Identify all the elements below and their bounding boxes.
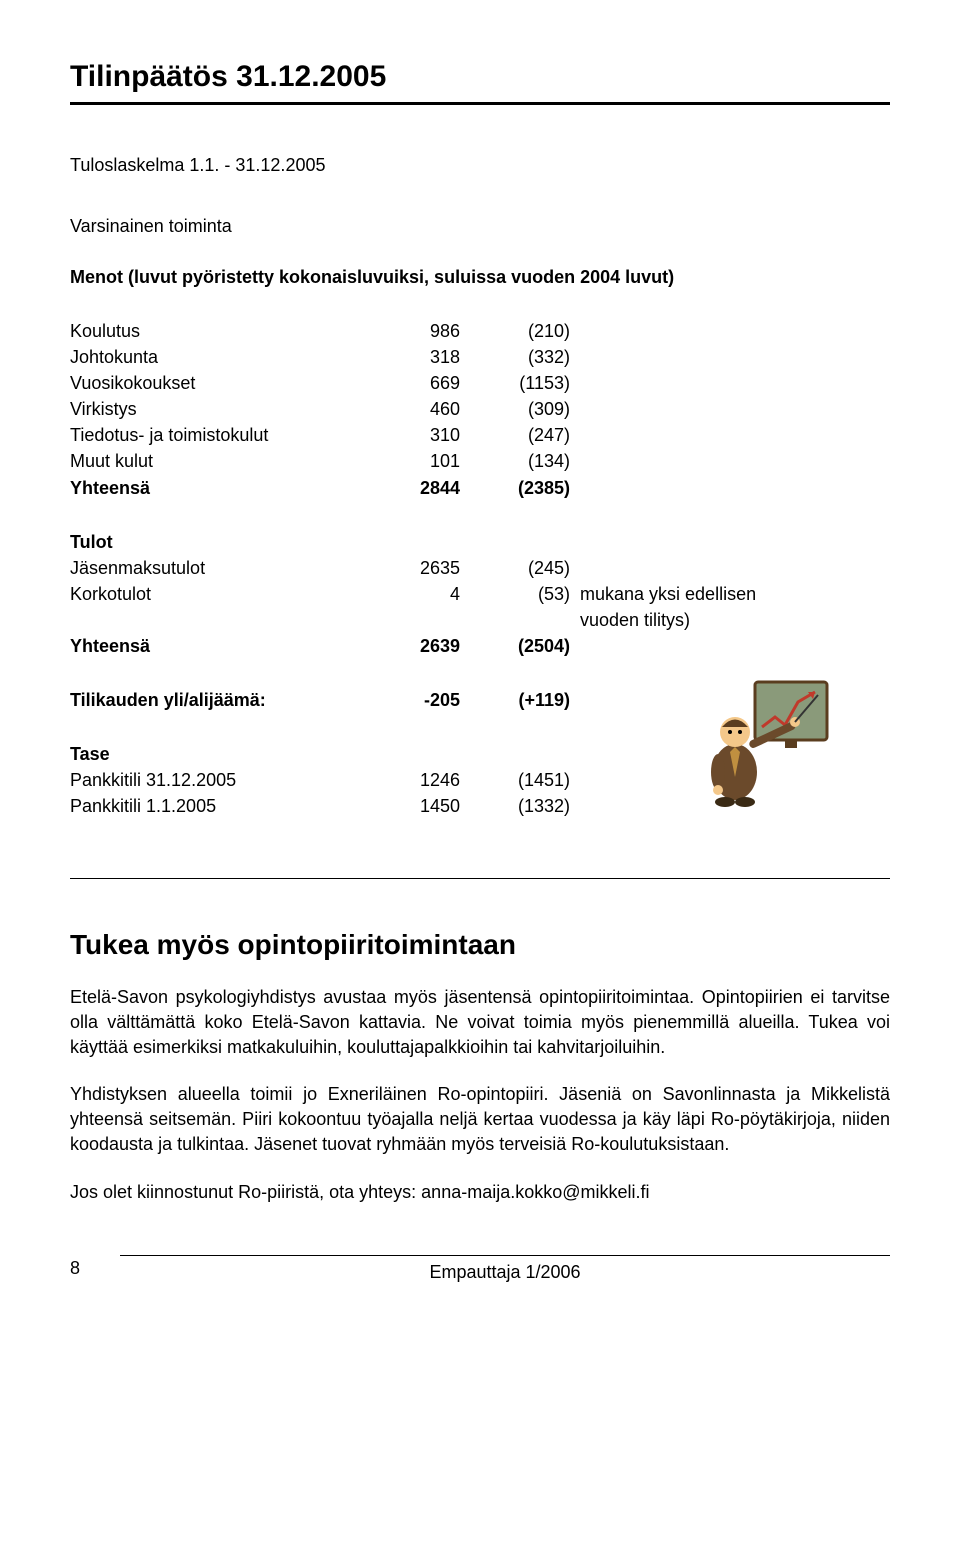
cell-prev: (1153) bbox=[460, 370, 570, 396]
paragraph: Jos olet kiinnostunut Ro-piiristä, ota y… bbox=[70, 1180, 890, 1205]
cell-prev: (245) bbox=[460, 555, 570, 581]
table-total-row: Yhteensä 2639 (2504) bbox=[70, 633, 890, 659]
cell-label: Koulutus bbox=[70, 318, 370, 344]
cell-prev: (2504) bbox=[460, 633, 570, 659]
cell-prev: (53) bbox=[460, 581, 570, 607]
cell-value: 1246 bbox=[370, 767, 460, 793]
tulot-table: Tulot Jäsenmaksutulot 2635 (245) Korkotu… bbox=[70, 529, 890, 659]
cell-value: 2639 bbox=[370, 633, 460, 659]
cell-value: 101 bbox=[370, 448, 460, 474]
cell-value: 460 bbox=[370, 396, 460, 422]
cell-label: Muut kulut bbox=[70, 448, 370, 474]
table-total-row: Yhteensä 2844 (2385) bbox=[70, 475, 890, 501]
cell-label: Virkistys bbox=[70, 396, 370, 422]
table-row: Muut kulut 101 (134) bbox=[70, 448, 890, 474]
page-title: Tilinpäätös 31.12.2005 bbox=[70, 60, 890, 94]
cell-prev: (1451) bbox=[460, 767, 570, 793]
paragraph: Yhdistyksen alueella toimii jo Exneriläi… bbox=[70, 1082, 890, 1158]
section2-title: Tukea myös opintopiiritoimintaan bbox=[70, 929, 890, 961]
cell-extra: vuoden tilitys) bbox=[570, 607, 890, 633]
cell-prev: (247) bbox=[460, 422, 570, 448]
cell-prev: (210) bbox=[460, 318, 570, 344]
cell-prev: (332) bbox=[460, 344, 570, 370]
footer-rule bbox=[120, 1255, 890, 1256]
table-row: Koulutus 986 (210) bbox=[70, 318, 890, 344]
cell-label: Tilikauden yli/alijäämä: bbox=[70, 687, 370, 713]
table-row: Jäsenmaksutulot 2635 (245) bbox=[70, 555, 890, 581]
table-row: Korkotulot 4 (53) mukana yksi edellisen bbox=[70, 581, 890, 607]
cell-value: 2635 bbox=[370, 555, 460, 581]
subtitle: Tuloslaskelma 1.1. - 31.12.2005 bbox=[70, 155, 890, 176]
cell-label: Pankkitili 1.1.2005 bbox=[70, 793, 370, 819]
cell-label: Tulot bbox=[70, 529, 370, 555]
cell-value: 310 bbox=[370, 422, 460, 448]
cell-label: Tiedotus- ja toimistokulut bbox=[70, 422, 370, 448]
cell-label: Johtokunta bbox=[70, 344, 370, 370]
table-row: Vuosikokoukset 669 (1153) bbox=[70, 370, 890, 396]
cell-value: 669 bbox=[370, 370, 460, 396]
section-varsinainen: Varsinainen toiminta bbox=[70, 216, 890, 237]
cell-prev: (1332) bbox=[460, 793, 570, 819]
title-rule bbox=[70, 102, 890, 105]
section-rule bbox=[70, 878, 890, 879]
cell-prev: (134) bbox=[460, 448, 570, 474]
tilikausi-table: Tilikauden yli/alijäämä: -205 (+119) bbox=[70, 687, 890, 713]
cell-label: Pankkitili 31.12.2005 bbox=[70, 767, 370, 793]
tulot-heading: Tulot bbox=[70, 529, 890, 555]
cell-extra: mukana yksi edellisen bbox=[570, 581, 890, 607]
cell-label: Vuosikokoukset bbox=[70, 370, 370, 396]
cell-label: Yhteensä bbox=[70, 633, 370, 659]
cell-value: 986 bbox=[370, 318, 460, 344]
menot-intro: Menot (luvut pyöristetty kokonaisluvuiks… bbox=[70, 267, 890, 288]
document-page: Tilinpäätös 31.12.2005 Tuloslaskelma 1.1… bbox=[0, 0, 960, 1323]
cell-value: -205 bbox=[370, 687, 460, 713]
cell-prev: (+119) bbox=[460, 687, 570, 713]
page-footer: 8 Empauttaja 1/2006 bbox=[70, 1255, 890, 1283]
cell-label: Tase bbox=[70, 741, 370, 767]
cell-prev: (2385) bbox=[460, 475, 570, 501]
cell-prev: (309) bbox=[460, 396, 570, 422]
cell-label: Jäsenmaksutulot bbox=[70, 555, 370, 581]
publication-label: Empauttaja 1/2006 bbox=[120, 1262, 890, 1283]
table-row: vuoden tilitys) bbox=[70, 607, 890, 633]
menot-table: Koulutus 986 (210) Johtokunta 318 (332) … bbox=[70, 318, 890, 501]
table-row: Virkistys 460 (309) bbox=[70, 396, 890, 422]
cell-label: Yhteensä bbox=[70, 475, 370, 501]
cell-value: 1450 bbox=[370, 793, 460, 819]
businessman-chart-icon bbox=[700, 677, 830, 807]
cell-value: 4 bbox=[370, 581, 460, 607]
table-row: Johtokunta 318 (332) bbox=[70, 344, 890, 370]
cell-value: 318 bbox=[370, 344, 460, 370]
table-row: Tiedotus- ja toimistokulut 310 (247) bbox=[70, 422, 890, 448]
cell-label: Korkotulot bbox=[70, 581, 370, 607]
paragraph: Etelä-Savon psykologiyhdistys avustaa my… bbox=[70, 985, 890, 1061]
cell-value: 2844 bbox=[370, 475, 460, 501]
page-number: 8 bbox=[70, 1258, 120, 1279]
